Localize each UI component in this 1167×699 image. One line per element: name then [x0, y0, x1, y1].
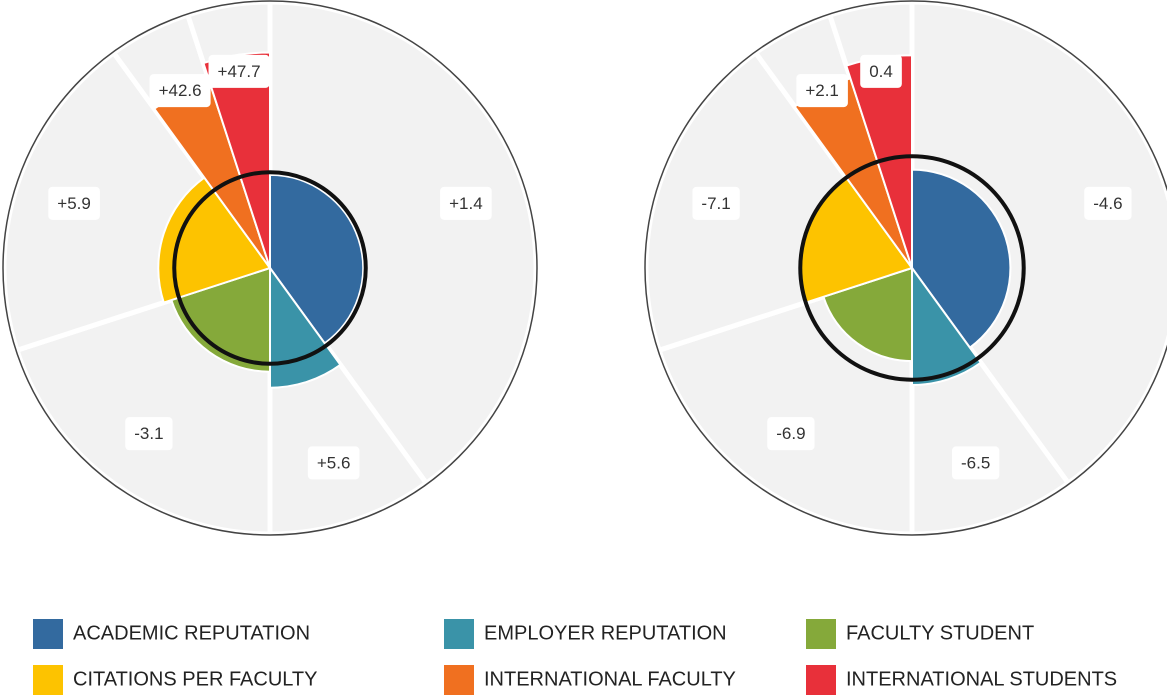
score-sector — [911, 168, 1012, 350]
overall-ring — [798, 154, 1026, 382]
change-label: -7.1 — [701, 194, 730, 213]
legend-swatch — [806, 665, 836, 695]
change-label-box — [1084, 186, 1132, 220]
change-label-box — [767, 417, 815, 451]
change-label: +1.4 — [449, 194, 483, 213]
change-label: -6.5 — [961, 453, 990, 472]
score-sector — [911, 264, 983, 387]
score-sector — [269, 264, 342, 389]
legend-swatch — [444, 619, 474, 649]
change-label: +2.1 — [805, 81, 839, 100]
rose-chart: -4.6 -6.5 -6.9 -7.1 +2.1 0.4 — [643, 0, 1167, 537]
change-label-box — [692, 186, 740, 220]
outer-circle — [2, 0, 538, 536]
change-label: +5.9 — [57, 194, 91, 213]
change-label-box — [48, 186, 100, 220]
legend-swatch — [33, 665, 63, 695]
background-sector — [909, 0, 1167, 487]
legend-swatch — [444, 665, 474, 695]
legend-swatch — [33, 619, 63, 649]
change-label-box — [307, 446, 360, 480]
change-label-box — [125, 417, 173, 451]
legend-label: FACULTY STUDENT — [846, 622, 1034, 644]
change-label-box — [860, 54, 902, 88]
change-label: -3.1 — [134, 424, 163, 443]
score-sector — [269, 173, 365, 345]
change-label: -6.9 — [776, 424, 805, 443]
rose-chart: +1.4 +5.6 -3.1 +5.9 +42.6 +47.7 — [1, 0, 539, 537]
change-label-box — [796, 74, 848, 108]
legend-label: EMPLOYER REPUTATION — [484, 622, 727, 644]
legend-label: ACADEMIC REPUTATION — [73, 622, 310, 644]
background-sector — [267, 0, 539, 487]
change-label-box — [208, 54, 270, 88]
score-sector — [157, 176, 272, 304]
change-label: +42.6 — [159, 81, 202, 100]
change-label: 0.4 — [869, 62, 893, 81]
legend-label: CITATIONS PER FACULTY — [73, 668, 317, 690]
change-label: +5.6 — [317, 453, 351, 472]
change-label-box — [149, 74, 211, 108]
score-sector — [170, 266, 271, 373]
score-sector — [822, 266, 913, 363]
legend-label: INTERNATIONAL FACULTY — [484, 668, 736, 690]
change-label: -4.6 — [1093, 194, 1122, 213]
legend-swatch — [806, 619, 836, 649]
outer-circle — [644, 0, 1167, 536]
change-label: +47.7 — [218, 62, 261, 81]
change-label-box — [952, 446, 1000, 480]
overall-ring — [172, 170, 368, 366]
change-label-box — [440, 186, 492, 220]
legend-label: INTERNATIONAL STUDENTS — [846, 668, 1117, 690]
